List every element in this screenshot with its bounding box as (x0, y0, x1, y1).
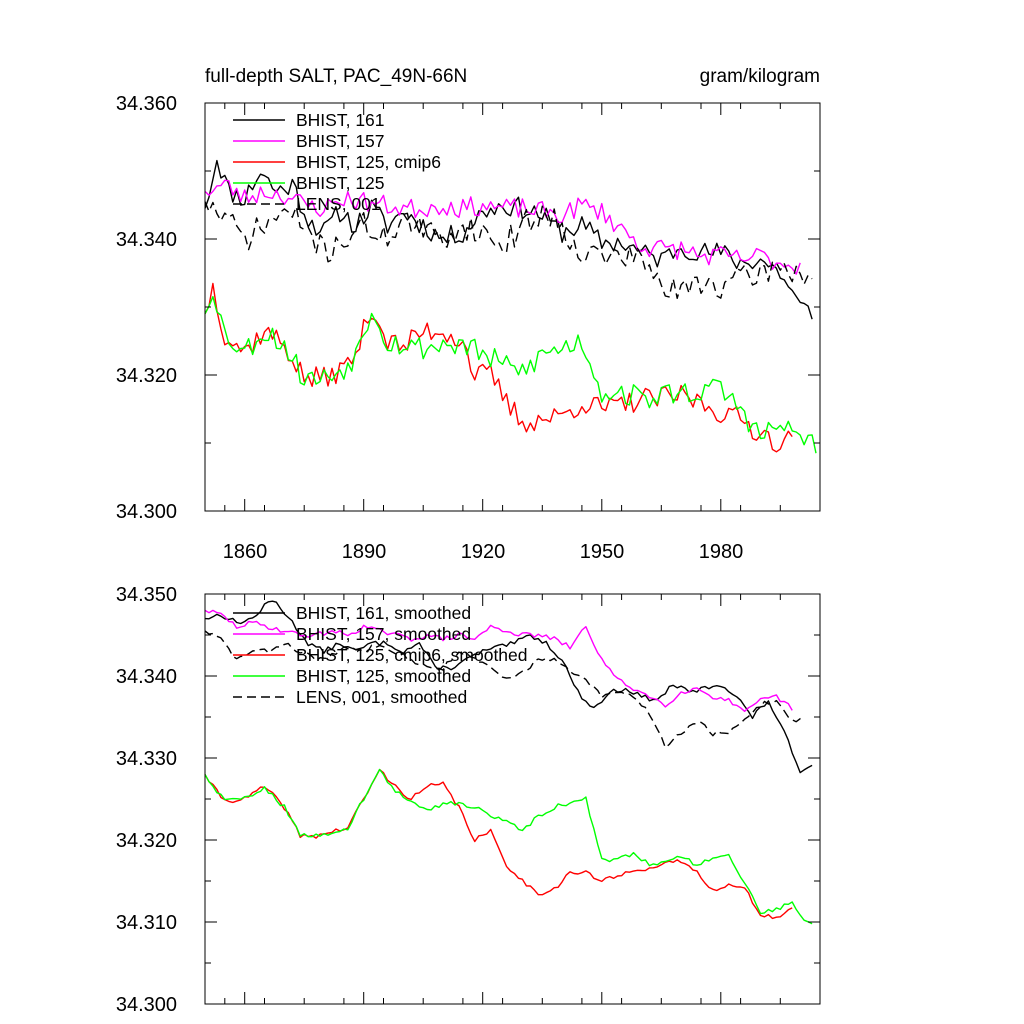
bottom-axis-ticks (205, 593, 820, 1005)
top-y-tick-label: 34.300 (116, 501, 177, 523)
legend-label-bhist-157: BHIST, 157 (296, 131, 385, 151)
bottom-y-tick-label: 34.320 (116, 830, 177, 852)
top-x-tick-label: 1890 (342, 541, 387, 563)
legend-label-lens-001: LENS, 001 (296, 194, 381, 214)
legend-label-bhist-125-smoothed: BHIST, 125, smoothed (296, 666, 471, 686)
top-y-tick-label: 34.360 (116, 93, 177, 115)
legend-label-bhist-125-cmip6: BHIST, 125, cmip6 (296, 152, 441, 172)
top-series-group (204, 159, 817, 454)
top-x-tick-labels: 1860 1890 1920 1950 1980 (223, 541, 744, 563)
series-line-lens-001-smoothed (204, 630, 805, 749)
top-y-tick-label: 34.320 (116, 365, 177, 387)
legend-label-bhist-157-smoothed: BHIST, 157, smoothed (296, 624, 471, 644)
bottom-y-tick-label: 34.310 (116, 912, 177, 934)
bottom-y-tick-label: 34.300 (116, 994, 177, 1016)
legend-label-lens-001-smoothed: LENS, 001, smoothed (296, 687, 467, 707)
top-legend: BHIST, 161 BHIST, 157 BHIST, 125, cmip6 … (233, 110, 441, 214)
top-x-tick-label: 1980 (699, 541, 744, 563)
series-line-bhist-125-smoothed (204, 768, 813, 925)
bottom-y-tick-label: 34.350 (116, 584, 177, 606)
top-y-tick-label: 34.340 (116, 229, 177, 251)
series-line-bhist-161-smoothed (204, 600, 813, 774)
top-panel: full-depth SALT, PAC_49N-66N gram/kilogr… (116, 66, 821, 563)
top-chart-title: full-depth SALT, PAC_49N-66N (205, 66, 467, 87)
series-line-lens-001 (204, 201, 813, 299)
bottom-panel: 34.300 34.310 34.320 34.330 34.340 34.35… (116, 584, 821, 1016)
bottom-series-group (204, 600, 813, 925)
legend-label-bhist-125: BHIST, 125 (296, 173, 385, 193)
series-line-bhist-125-cmip6 (204, 282, 793, 453)
legend-label-bhist-161: BHIST, 161 (296, 110, 385, 130)
bottom-y-tick-labels: 34.300 34.310 34.320 34.330 34.340 34.35… (116, 584, 177, 1016)
series-line-bhist-157-smoothed (204, 609, 793, 712)
series-line-bhist-157 (204, 179, 801, 275)
bottom-y-tick-label: 34.330 (116, 748, 177, 770)
top-x-tick-label: 1950 (580, 541, 625, 563)
bottom-legend: BHIST, 161, smoothed BHIST, 157, smoothe… (233, 603, 528, 707)
legend-label-bhist-161-smoothed: BHIST, 161, smoothed (296, 603, 471, 623)
series-line-bhist-125-cmip6-smoothed (204, 768, 793, 920)
top-x-tick-label: 1860 (223, 541, 268, 563)
top-axis-ticks (205, 102, 820, 512)
top-y-tick-labels: 34.300 34.320 34.340 34.360 (116, 93, 177, 523)
top-chart-units: gram/kilogram (700, 66, 820, 87)
top-x-tick-label: 1920 (461, 541, 506, 563)
bottom-y-tick-label: 34.340 (116, 666, 177, 688)
series-line-bhist-125 (204, 296, 817, 454)
legend-label-bhist-125-cmip6-smoothed: BHIST, 125, cmip6, smoothed (296, 645, 528, 665)
